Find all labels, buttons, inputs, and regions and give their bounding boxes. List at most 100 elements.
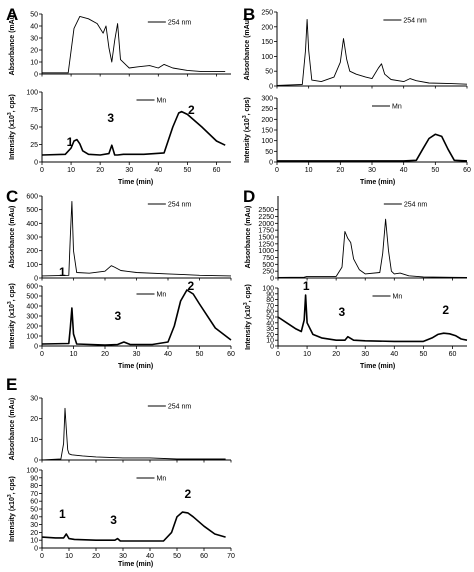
panel-label: B <box>243 5 255 24</box>
bottom-y-tick-label: 200 <box>26 324 38 331</box>
top-y-tick-label: 0 <box>34 276 38 283</box>
top-y-tick-label: 50 <box>265 69 273 76</box>
top-y-tick-label: 0 <box>34 72 38 79</box>
x-tick-label: 0 <box>40 553 44 560</box>
bottom-y-tick-label: 150 <box>261 128 273 135</box>
bottom-y-tick-label: 200 <box>261 117 273 124</box>
bottom-y-axis-label: Intensity (x103, cps) <box>7 476 16 542</box>
top-y-axis-label: Absorbance (mAu) <box>9 206 16 269</box>
top-series-line <box>276 18 468 86</box>
top-y-tick-label: 150 <box>261 39 273 46</box>
top-y-tick-label: 500 <box>262 262 274 269</box>
top-y-axis-label: Absorbance (mAu) <box>244 18 251 81</box>
peak-label-1: 1 <box>59 507 66 521</box>
peak-label-2: 2 <box>188 103 195 117</box>
top-y-tick-label: 250 <box>261 10 273 17</box>
bottom-series-line <box>277 133 468 162</box>
x-tick-label: 30 <box>361 351 369 358</box>
x-axis-label: Time (min) <box>118 363 153 370</box>
bottom-legend-label: Mn <box>392 104 402 111</box>
peak-label-1: 1 <box>67 135 74 149</box>
top-y-tick-label: 250 <box>262 269 274 276</box>
bottom-y-tick-label: 0 <box>34 546 38 553</box>
top-y-tick-label: 600 <box>26 194 38 201</box>
bottom-series-line <box>41 110 226 156</box>
x-tick-label: 40 <box>390 351 398 358</box>
top-y-tick-label: 50 <box>30 12 38 19</box>
bottom-y-tick-label: 50 <box>265 149 273 156</box>
bottom-y-tick-label: 600 <box>26 284 38 291</box>
top-legend-label: 254 nm <box>168 20 192 27</box>
bottom-y-tick-label: 300 <box>261 96 273 103</box>
bottom-y-tick-label: 40 <box>266 320 274 327</box>
peak-label-3: 3 <box>338 305 345 319</box>
bottom-y-tick-label: 40 <box>30 514 38 521</box>
bottom-y-tick-label: 20 <box>266 332 274 339</box>
top-y-tick-label: 0 <box>270 276 274 283</box>
top-y-axis-label: Absorbance (mAu) <box>9 13 16 76</box>
panel-label: A <box>6 5 18 24</box>
bottom-y-tick-label: 60 <box>266 309 274 316</box>
x-tick-label: 50 <box>431 167 439 174</box>
x-tick-label: 50 <box>173 553 181 560</box>
top-y-tick-label: 1500 <box>258 235 274 242</box>
peak-label-3: 3 <box>107 111 114 125</box>
bottom-y-tick-label: 90 <box>266 291 274 298</box>
bottom-y-axis-label: Intensity (x103, cps) <box>242 97 251 163</box>
x-axis-label: Time (min) <box>360 363 395 370</box>
bottom-series-line <box>41 511 226 542</box>
x-tick-label: 30 <box>119 553 127 560</box>
bottom-y-tick-label: 10 <box>266 338 274 345</box>
top-y-axis-label: Absorbance (mAu) <box>245 206 252 269</box>
bottom-y-tick-label: 30 <box>30 522 38 529</box>
bottom-y-tick-label: 70 <box>266 303 274 310</box>
x-tick-label: 40 <box>164 351 172 358</box>
x-tick-label: 40 <box>154 167 162 174</box>
panel-label: C <box>6 187 18 206</box>
peak-label-2: 2 <box>184 487 191 501</box>
bottom-y-tick-label: 300 <box>26 314 38 321</box>
bottom-y-axis-label: Intensity (x103, cps) <box>243 284 252 350</box>
panel-label: E <box>6 375 17 394</box>
bottom-y-axis-label: Intensity (x103, cps) <box>7 94 16 160</box>
x-tick-label: 30 <box>368 167 376 174</box>
x-tick-label: 60 <box>227 351 235 358</box>
bottom-legend-label: Mn <box>157 476 167 483</box>
top-y-tick-label: 400 <box>26 221 38 228</box>
x-tick-label: 30 <box>125 167 133 174</box>
top-legend-label: 254 nm <box>168 202 192 209</box>
bottom-y-tick-label: 400 <box>26 304 38 311</box>
x-tick-label: 0 <box>275 167 279 174</box>
top-y-tick-label: 1750 <box>258 228 274 235</box>
bottom-y-tick-label: 50 <box>30 125 38 132</box>
top-y-tick-label: 20 <box>30 48 38 55</box>
top-y-tick-label: 2250 <box>258 214 274 221</box>
bottom-y-tick-label: 0 <box>34 344 38 351</box>
top-y-tick-label: 40 <box>30 24 38 31</box>
top-y-axis-label: Absorbance (mAu) <box>9 398 16 461</box>
x-tick-label: 60 <box>463 167 471 174</box>
top-y-tick-label: 10 <box>30 437 38 444</box>
top-y-tick-label: 30 <box>30 36 38 43</box>
bottom-y-tick-label: 75 <box>30 107 38 114</box>
peak-label-3: 3 <box>115 309 122 323</box>
bottom-y-tick-label: 250 <box>261 106 273 113</box>
bottom-y-tick-label: 100 <box>262 286 274 293</box>
x-tick-label: 20 <box>332 351 340 358</box>
x-tick-label: 60 <box>200 553 208 560</box>
x-tick-label: 10 <box>303 351 311 358</box>
x-axis-label: Time (min) <box>118 561 153 568</box>
top-series-line <box>42 15 226 74</box>
top-series-line <box>277 218 468 278</box>
x-tick-label: 50 <box>419 351 427 358</box>
bottom-y-tick-label: 0 <box>269 160 273 167</box>
top-y-tick-label: 500 <box>26 207 38 214</box>
bottom-y-tick-label: 50 <box>30 507 38 514</box>
x-tick-label: 50 <box>196 351 204 358</box>
top-legend-label: 254 nm <box>404 202 428 209</box>
top-y-tick-label: 200 <box>261 24 273 31</box>
x-tick-label: 20 <box>92 553 100 560</box>
bottom-y-tick-label: 30 <box>266 326 274 333</box>
peak-label-2: 2 <box>442 303 449 317</box>
